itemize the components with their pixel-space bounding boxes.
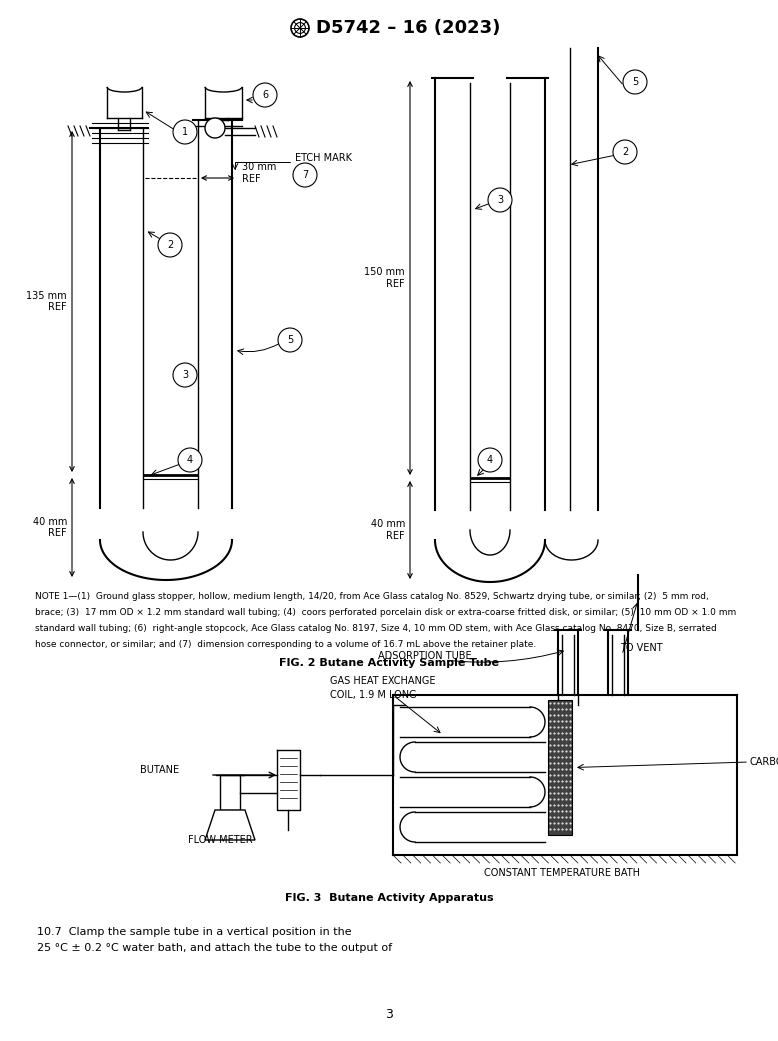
- Text: ADSORPTION TUBE: ADSORPTION TUBE: [378, 651, 471, 661]
- Circle shape: [278, 328, 302, 352]
- Circle shape: [173, 363, 197, 387]
- Text: 3: 3: [182, 370, 188, 380]
- Text: FIG. 3  Butane Activity Apparatus: FIG. 3 Butane Activity Apparatus: [285, 893, 493, 903]
- Text: 3: 3: [385, 1009, 393, 1021]
- Text: 25 °C ± 0.2 °C water bath, and attach the tube to the output of: 25 °C ± 0.2 °C water bath, and attach th…: [37, 943, 392, 953]
- Text: 5: 5: [632, 77, 638, 87]
- Text: standard wall tubing; (6)  right-angle stopcock, Ace Glass catalog No. 8197, Siz: standard wall tubing; (6) right-angle st…: [35, 624, 717, 633]
- Text: GAS HEAT EXCHANGE
COIL, 1.9 M LONG: GAS HEAT EXCHANGE COIL, 1.9 M LONG: [330, 677, 436, 700]
- Text: 2: 2: [622, 147, 628, 157]
- Text: 1: 1: [182, 127, 188, 137]
- Circle shape: [253, 83, 277, 107]
- Text: D5742 – 16 (2023): D5742 – 16 (2023): [316, 19, 500, 37]
- Text: FIG. 2 Butane Activity Sample Tube: FIG. 2 Butane Activity Sample Tube: [279, 658, 499, 668]
- Text: brace; (3)  17 mm OD × 1.2 mm standard wall tubing; (4)  coors perforated porcel: brace; (3) 17 mm OD × 1.2 mm standard wa…: [35, 608, 736, 617]
- Text: CONSTANT TEMPERATURE BATH: CONSTANT TEMPERATURE BATH: [484, 868, 640, 878]
- Text: 4: 4: [187, 455, 193, 465]
- Text: 7: 7: [302, 170, 308, 180]
- Circle shape: [205, 118, 225, 138]
- Text: ETCH MARK: ETCH MARK: [295, 153, 352, 163]
- Polygon shape: [205, 810, 255, 840]
- Circle shape: [293, 163, 317, 187]
- Bar: [548, 700, 572, 835]
- Circle shape: [613, 139, 637, 164]
- Text: CARBON: CARBON: [750, 757, 778, 767]
- Circle shape: [478, 448, 502, 472]
- Circle shape: [623, 70, 647, 94]
- Text: 135 mm
REF: 135 mm REF: [26, 290, 67, 312]
- Bar: [220, 775, 240, 810]
- Text: 30 mm
REF: 30 mm REF: [242, 162, 276, 184]
- Text: FLOW METER: FLOW METER: [187, 835, 252, 845]
- Text: 40 mm
REF: 40 mm REF: [370, 519, 405, 541]
- Text: 6: 6: [262, 90, 268, 100]
- Text: 40 mm
REF: 40 mm REF: [33, 516, 67, 538]
- Text: 2: 2: [166, 240, 173, 250]
- Text: TO VENT: TO VENT: [620, 643, 663, 653]
- Text: BUTANE: BUTANE: [140, 765, 179, 775]
- Text: hose connector, or similar; and (7)  dimension corresponding to a volume of 16.7: hose connector, or similar; and (7) dime…: [35, 640, 536, 649]
- Text: NOTE 1—(1)  Ground glass stopper, hollow, medium length, 14/20, from Ace Glass c: NOTE 1—(1) Ground glass stopper, hollow,…: [35, 592, 709, 601]
- Circle shape: [158, 233, 182, 257]
- Text: 10.7  Clamp the sample tube in a vertical position in the: 10.7 Clamp the sample tube in a vertical…: [37, 926, 352, 937]
- Text: 5: 5: [287, 335, 293, 345]
- Text: 3: 3: [497, 195, 503, 205]
- Text: 150 mm
REF: 150 mm REF: [364, 268, 405, 288]
- Text: 4: 4: [487, 455, 493, 465]
- Circle shape: [178, 448, 202, 472]
- Circle shape: [173, 120, 197, 144]
- Circle shape: [488, 188, 512, 212]
